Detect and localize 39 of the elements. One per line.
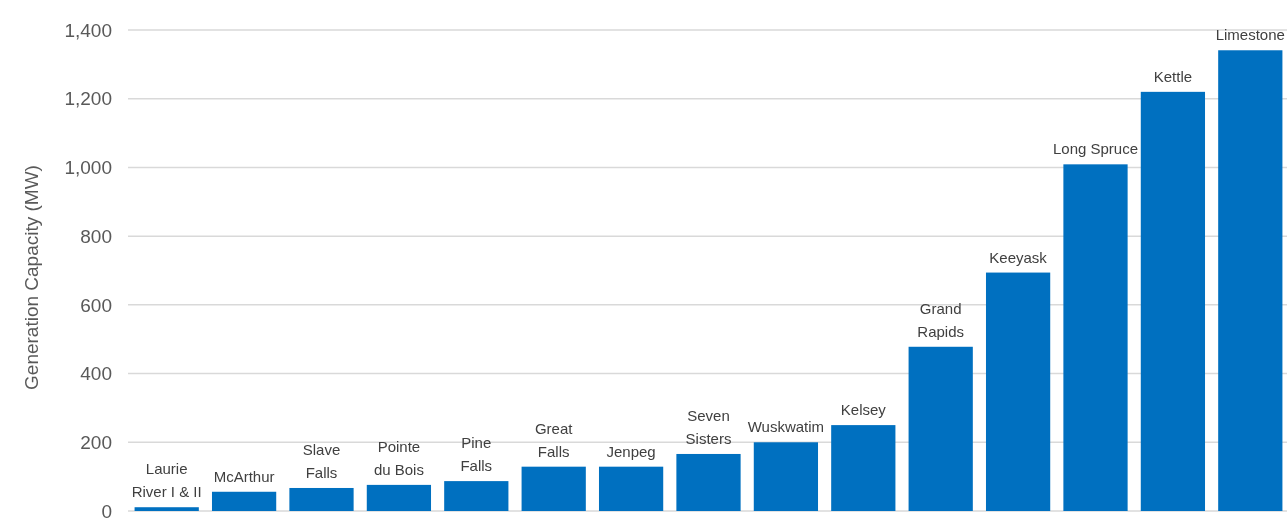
y-tick-label: 0 (101, 500, 112, 522)
y-axis-title: Generation Capacity (MW) (21, 165, 42, 390)
x-tick-label: Keeyask (989, 248, 1048, 266)
bar (753, 442, 819, 511)
y-tick-label: 400 (80, 363, 112, 385)
x-tick-label: Kettle (1153, 67, 1193, 85)
bar (908, 346, 973, 511)
bar (444, 481, 509, 511)
bar (985, 272, 1051, 511)
x-tick-label: Jenpeg (606, 442, 656, 460)
x-tick-label: Wuskwatim (747, 418, 825, 436)
y-tick-label: 1,200 (64, 88, 112, 110)
bar (1063, 164, 1128, 511)
x-tick-label: Great Falls (534, 419, 574, 460)
y-tick-label: 1,400 (64, 19, 112, 41)
bar (831, 425, 896, 511)
x-tick-label: Grand Rapids (917, 299, 965, 340)
x-tick-label: McArthur (213, 467, 275, 485)
x-tick-label: Pine Falls (460, 434, 493, 475)
bar (676, 453, 741, 511)
x-tick-label: Laurie River I & II (131, 460, 202, 501)
y-tick-label: 200 (80, 431, 112, 453)
x-tick-label: Pointe du Bois (373, 437, 424, 478)
x-tick-label: Long Spruce (1052, 140, 1139, 158)
y-tick-label: 1,000 (64, 157, 112, 179)
y-tick-label: 600 (80, 294, 112, 316)
bar (289, 487, 354, 511)
x-tick-label: Kelsey (840, 401, 887, 419)
x-tick-label: Limestone (1215, 26, 1285, 44)
bar (1218, 50, 1283, 511)
bar (1140, 91, 1206, 511)
bar (521, 466, 586, 511)
x-tick-label: Slave Falls (302, 440, 341, 481)
x-tick-label: Seven Sisters (685, 406, 732, 447)
bar (134, 507, 199, 511)
bar (366, 484, 432, 511)
bar (211, 491, 277, 511)
y-tick-label: 800 (80, 225, 112, 247)
bar (598, 466, 664, 511)
